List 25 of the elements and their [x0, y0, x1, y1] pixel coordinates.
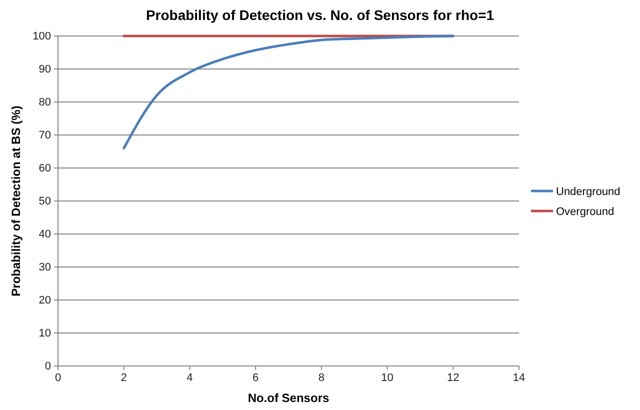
y-tick-label: 80 — [38, 96, 51, 109]
chart-title: Probability of Detection vs. No. of Sensors for rho=1 — [146, 7, 494, 23]
legend-label: Underground — [556, 186, 620, 198]
y-tick-label: 100 — [32, 30, 51, 43]
y-tick-label: 0 — [44, 360, 51, 373]
x-axis-title: No.of Sensors — [248, 391, 330, 405]
x-tick-label: 2 — [120, 372, 127, 384]
x-tick-label: 8 — [318, 372, 324, 384]
y-axis-title: Probability of Detection at BS (%) — [9, 106, 23, 296]
y-tick-label: 90 — [38, 64, 51, 76]
y-tick-label: 40 — [38, 228, 51, 241]
x-tick-label: 6 — [252, 372, 259, 384]
y-tick-label: 60 — [38, 162, 51, 175]
y-tick-label: 30 — [38, 262, 51, 274]
x-tick-label: 4 — [186, 372, 193, 384]
y-tick-label: 50 — [38, 196, 51, 208]
legend-label: Overground — [556, 206, 614, 218]
y-tick-label: 20 — [38, 294, 51, 307]
x-tick-label: 12 — [447, 372, 460, 384]
x-tick-label: 14 — [512, 372, 526, 384]
line-series — [122, 34, 454, 150]
y-tick-label: 10 — [38, 328, 51, 340]
x-tick-label: 10 — [381, 372, 394, 384]
y-tick-label: 70 — [38, 130, 51, 142]
x-tick-label: 0 — [54, 372, 62, 384]
